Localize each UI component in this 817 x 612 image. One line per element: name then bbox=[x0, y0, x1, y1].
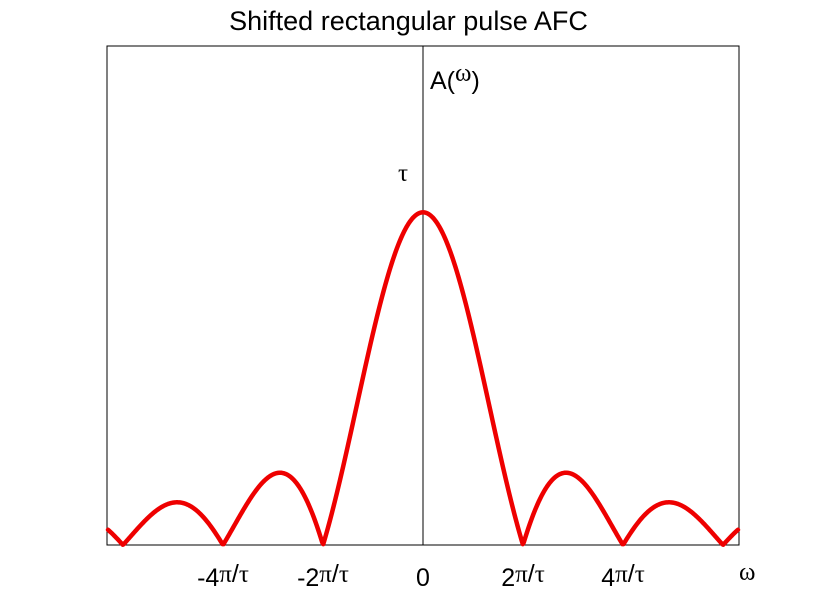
chart-title: Shifted rectangular pulse AFC bbox=[229, 6, 588, 36]
afc-curve bbox=[105, 210, 741, 547]
x-tick-label: 0 bbox=[416, 564, 430, 592]
x-axis-label: ω bbox=[739, 559, 755, 586]
x-tick-labels: -4π/τ -2π/τ 0 2π/τ 4π/τ bbox=[197, 560, 645, 592]
x-tick-label: -4π/τ bbox=[197, 560, 249, 592]
y-axis-label: A(ω) bbox=[430, 60, 480, 95]
x-tick-label: 2π/τ bbox=[501, 560, 545, 592]
peak-value-label: τ bbox=[398, 160, 408, 187]
x-tick-label: -2π/τ bbox=[297, 560, 349, 592]
x-tick-label: 4π/τ bbox=[601, 560, 645, 592]
